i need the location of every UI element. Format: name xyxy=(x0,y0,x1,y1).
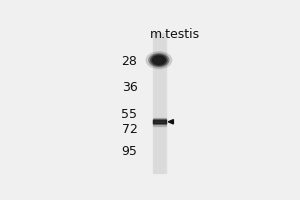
Polygon shape xyxy=(168,120,173,124)
Bar xyxy=(153,119,166,124)
Ellipse shape xyxy=(149,53,169,67)
Text: 36: 36 xyxy=(122,81,137,94)
Text: m.testis: m.testis xyxy=(150,28,200,41)
Text: 55: 55 xyxy=(122,108,137,121)
Bar xyxy=(153,120,166,123)
Ellipse shape xyxy=(151,55,167,66)
Ellipse shape xyxy=(146,52,172,69)
Ellipse shape xyxy=(152,56,165,64)
Text: 95: 95 xyxy=(122,145,137,158)
Text: 28: 28 xyxy=(122,55,137,68)
Bar xyxy=(153,33,166,173)
Bar xyxy=(153,118,166,126)
Text: 72: 72 xyxy=(122,123,137,136)
